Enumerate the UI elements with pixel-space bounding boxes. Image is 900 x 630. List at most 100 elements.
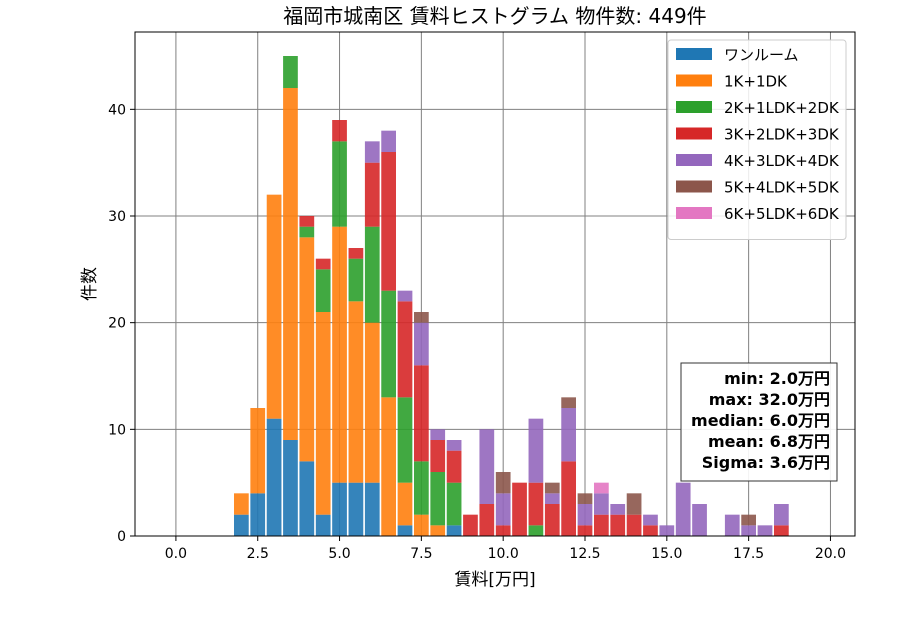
bar-series-4 [610,514,626,536]
bar-series-3 [315,269,331,312]
bar-series-4 [479,504,495,536]
bar-series-5 [643,514,658,526]
x-axis-ticks: 0.0 2.5 5.0 7.5 10.0 12.5 15.0 17.5 20.0 [165,536,846,562]
legend-label: 6K+5LDK+6DK [724,205,840,223]
x-tick-label: 20.0 [815,546,846,562]
bar-series-5 [430,429,446,440]
bar-series-1 [250,493,266,536]
bar-series-4 [544,504,560,536]
bar-series-5 [397,290,413,302]
bar-series-1 [234,514,249,536]
bar-series-5 [577,504,593,526]
bar-series-5 [544,493,560,504]
bar-series-3 [414,461,429,515]
bar-series-3 [430,472,446,526]
bar-series-1 [446,525,462,536]
bar-series-5 [741,525,756,536]
legend-frame [667,39,847,240]
bar-series-5 [479,429,495,504]
bar-series-5 [757,525,773,536]
legend-swatch [676,74,712,87]
bar-series-4 [414,365,429,462]
x-tick-label: 0.0 [165,546,187,562]
bar-series-3 [348,258,364,302]
stat-median: median: 6.0万円 [691,411,830,430]
bar-series-4 [626,514,642,536]
stat-min: min: 2.0万円 [724,369,830,388]
bar-series-3 [332,141,347,227]
y-tick-label: 40 [108,102,126,118]
bar-series-3 [446,482,462,526]
x-tick-label: 2.5 [247,546,269,562]
bar-series-5 [446,440,462,451]
bar-series-3 [528,525,544,536]
bar-series-4 [643,525,658,536]
bar-series-6 [577,493,593,504]
bar-series-7 [594,482,609,494]
bar-series-6 [741,514,756,526]
bar-series-2 [250,408,266,494]
bar-series-2 [364,322,380,483]
y-axis-ticks: 0 10 20 30 40 [108,102,135,545]
bar-series-1 [266,418,282,536]
bar-series-6 [626,493,642,515]
bar-series-5 [724,514,740,536]
bar-series-4 [594,514,609,536]
stats-box-frame [680,362,838,482]
bar-series-4 [577,525,593,536]
bar-series-4 [446,450,462,483]
legend-swatch [676,101,712,113]
x-tick-label: 12.5 [569,546,600,562]
bar-series-1 [299,461,315,536]
legend-label: 1K+1DK [724,73,788,91]
legend-label: 4K+3LDK+4DK [724,152,840,170]
bar-series-4 [397,301,413,398]
bar-series-2 [397,482,413,526]
bar-series-6 [544,482,560,494]
legend-swatch [676,127,712,140]
stat-mean: mean: 6.8万円 [708,432,830,451]
y-tick-label: 30 [108,209,126,225]
bar-series-4 [774,525,789,536]
y-tick-label: 10 [108,422,126,438]
legend-swatch [676,48,712,60]
bar-series-1 [332,482,347,536]
bar-series-2 [381,397,396,536]
bar-series-1 [315,514,331,536]
bar-series-5 [364,141,380,163]
bar-series-4 [299,216,315,227]
y-tick-label: 0 [117,529,126,545]
bar-series-2 [430,525,446,536]
bar-series-4 [430,440,446,472]
bar-series-3 [397,397,413,483]
bar-series-4 [495,525,511,536]
bar-series-5 [414,322,429,366]
bar-series-2 [283,88,298,440]
x-tick-label: 7.5 [410,546,432,562]
bar-series-5 [561,408,576,462]
stat-max: max: 32.0万円 [709,390,830,409]
bar-series-2 [315,312,331,515]
legend-swatch [676,154,712,166]
legend-swatch [676,207,712,219]
bar-series-5 [594,493,609,515]
bar-series-2 [332,226,347,483]
bar-series-4 [348,248,364,259]
x-axis-label: 賃料[万円] [454,570,535,590]
x-tick-label: 5.0 [328,546,350,562]
bar-series-1 [348,482,364,536]
bar-series-4 [381,152,396,291]
legend-label: 5K+4LDK+5DK [724,179,840,197]
x-tick-label: 15.0 [651,546,682,562]
bar-series-5 [675,482,691,536]
legend-label: 2K+1LDK+2DK [724,99,840,117]
legend-swatch [676,180,712,193]
x-tick-label: 10.0 [488,546,519,562]
bar-series-2 [348,301,364,483]
bar-series-2 [414,514,429,536]
bar-series-6 [495,472,511,494]
bar-series-4 [512,482,527,536]
bar-series-3 [299,226,315,238]
stats-box: min: 2.0万円 max: 32.0万円 median: 6.0万円 mea… [680,362,838,482]
